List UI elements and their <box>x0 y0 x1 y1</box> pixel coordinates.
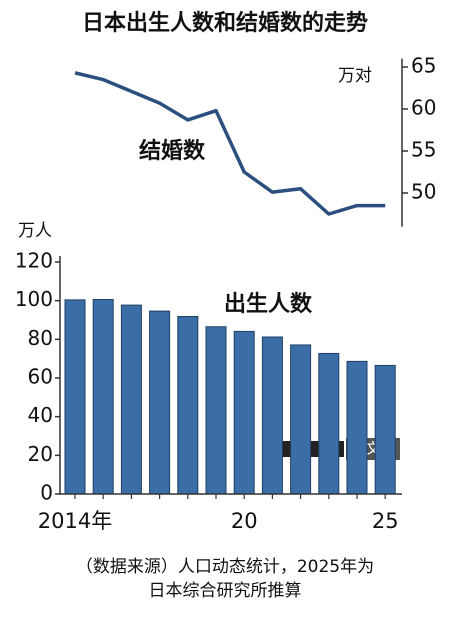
bar <box>64 299 86 495</box>
bar <box>374 364 396 495</box>
bar <box>177 316 199 495</box>
y-axis-label: 万对 <box>338 66 372 86</box>
y-tick-label: 60 <box>28 365 53 389</box>
y-tick-label: 120 <box>15 249 53 273</box>
line-series <box>74 71 386 216</box>
bar <box>261 336 283 495</box>
y-tick-label: 20 <box>28 442 53 466</box>
y-tick-label: 80 <box>28 326 53 350</box>
source-note: （数据来源）人口动态统计，2025年为日本综合研究所推算 <box>76 557 374 601</box>
bar <box>346 360 368 495</box>
y-axis-label: 万人 <box>18 221 52 241</box>
y-tick-label: 50 <box>411 180 436 204</box>
bar <box>120 304 142 495</box>
y-tick-label: 55 <box>411 138 436 162</box>
x-tick-label: 25 <box>372 509 399 533</box>
y-tick-label: 100 <box>15 287 53 311</box>
bar <box>92 299 114 495</box>
y-tick-label: 40 <box>28 403 53 427</box>
y-tick-label: 0 <box>40 481 53 505</box>
bar <box>318 352 340 495</box>
x-tick-label: 20 <box>231 509 258 533</box>
bar <box>205 326 227 495</box>
x-tick-label: 2014年 <box>38 509 112 533</box>
y-tick-label: 60 <box>411 96 436 120</box>
chart-title: 日本出生人数和结婚数的走势 <box>82 10 368 36</box>
y-tick-label: 65 <box>411 54 436 78</box>
series-label: 出生人数 <box>224 291 313 317</box>
bar <box>290 344 312 495</box>
bar <box>149 310 171 495</box>
bar <box>233 330 255 495</box>
series-label: 结婚数 <box>139 138 206 164</box>
